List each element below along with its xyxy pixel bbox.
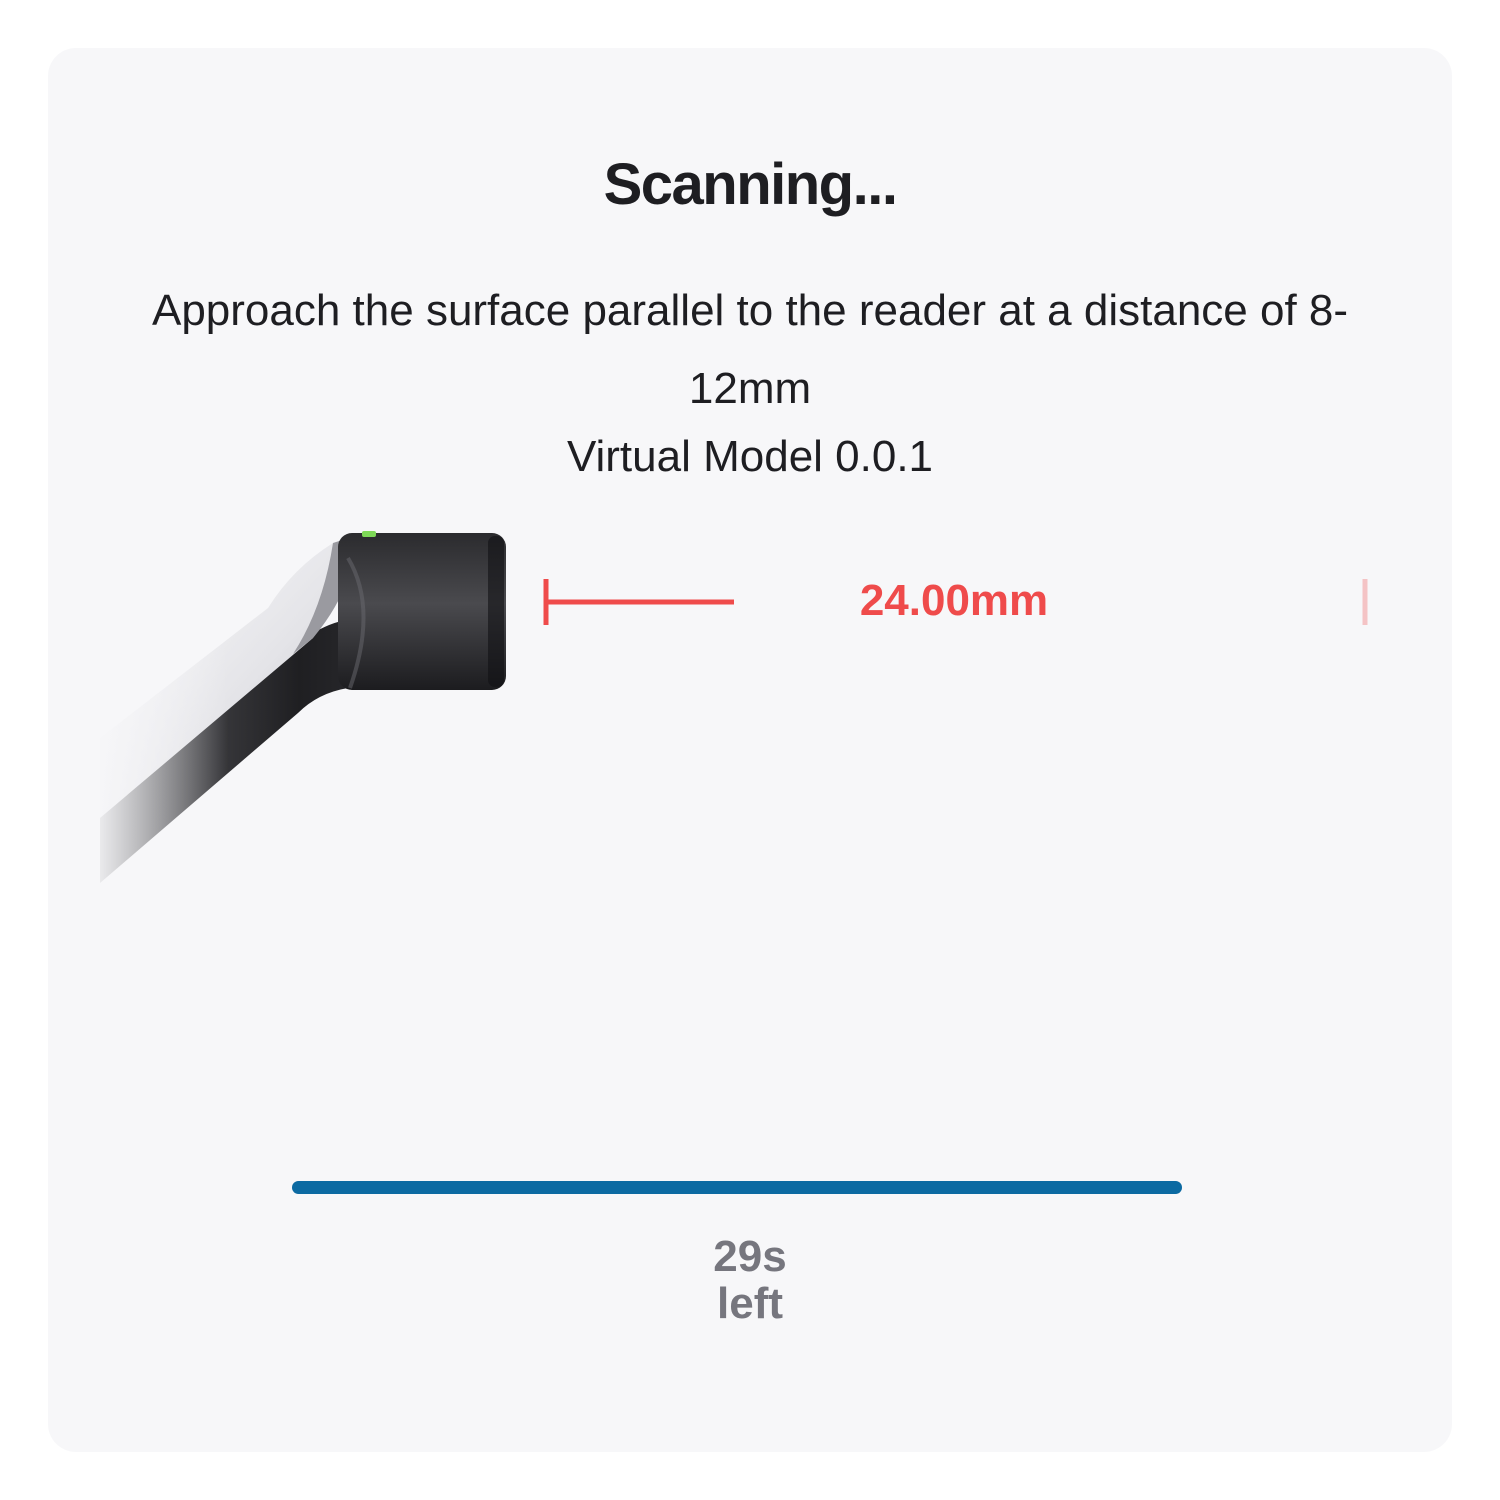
instruction-text: Approach the surface parallel to the rea… bbox=[151, 286, 1349, 413]
distance-readout: 24.00mm bbox=[859, 576, 1049, 625]
distance-bracket-icon bbox=[543, 579, 1368, 625]
timer-suffix: left bbox=[717, 1279, 783, 1328]
handheld-reader-icon bbox=[88, 468, 506, 928]
countdown-timer: 29s left bbox=[48, 1233, 1452, 1327]
page-title: Scanning... bbox=[603, 152, 898, 217]
distance-bracket-right bbox=[1178, 579, 1368, 625]
scan-card: Scanning... Approach the surface paralle… bbox=[48, 48, 1452, 1452]
timer-value: 29s bbox=[713, 1232, 787, 1281]
scan-progress-fill bbox=[292, 1181, 1182, 1194]
model-version: Virtual Model 0.0.1 bbox=[566, 432, 934, 481]
distance-bracket-left bbox=[543, 579, 734, 625]
scan-progress-bar bbox=[292, 1181, 1182, 1194]
